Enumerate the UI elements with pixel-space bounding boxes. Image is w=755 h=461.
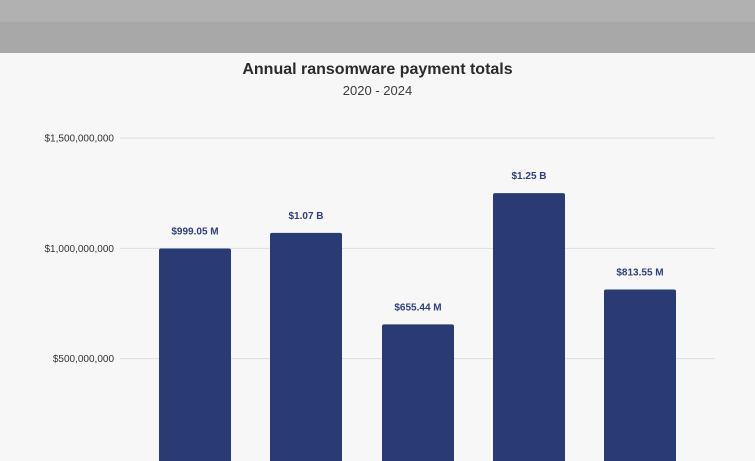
bar-2023[interactable] bbox=[493, 193, 565, 461]
data-label-2022: $655.44 M bbox=[394, 302, 441, 313]
bar-2024[interactable] bbox=[604, 289, 676, 461]
data-label-2020: $999.05 M bbox=[171, 227, 218, 238]
data-label-2021: $1.07 B bbox=[288, 211, 323, 222]
bars bbox=[159, 193, 676, 461]
y-axis-ticks: $1,500,000,000 $1,000,000,000 $500,000,000 bbox=[44, 134, 114, 366]
y-tick-label: $500,000,000 bbox=[53, 354, 115, 365]
bar-2022[interactable] bbox=[382, 324, 454, 461]
data-labels: $999.05 M $1.07 B $655.44 M $1.25 B $813.55 … bbox=[171, 171, 663, 313]
chart-title: Annual ransomware payment totals bbox=[242, 61, 513, 78]
window-top-bar bbox=[0, 0, 755, 53]
data-label-2023: $1.25 B bbox=[511, 171, 546, 182]
y-tick-label: $1,500,000,000 bbox=[44, 134, 114, 145]
chart-subtitle: 2020 - 2024 bbox=[342, 83, 413, 98]
bar-2021[interactable] bbox=[270, 232, 342, 461]
bar-2020[interactable] bbox=[159, 248, 231, 461]
data-label-2024: $813.55 M bbox=[616, 267, 663, 278]
y-tick-label: $1,000,000,000 bbox=[44, 244, 114, 255]
